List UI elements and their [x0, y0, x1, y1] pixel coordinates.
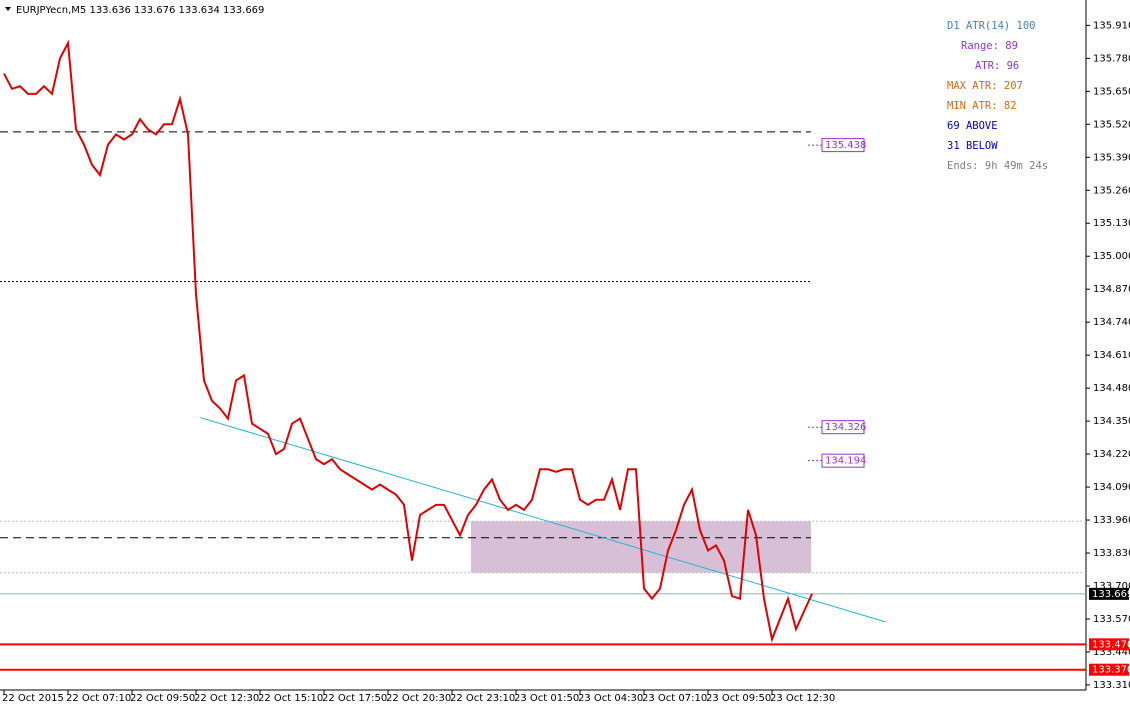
x-tick-label: 22 Oct 23:10	[450, 693, 515, 704]
trendline	[199, 417, 886, 623]
x-tick-label: 22 Oct 15:10	[258, 693, 323, 704]
price-tag-label: 134.326	[825, 422, 866, 433]
x-tick-label: 23 Oct 04:30	[578, 693, 643, 704]
price-tag-label: 134.194	[825, 456, 866, 467]
price-tag-box	[821, 453, 865, 468]
atr-annotation: Ends: 9h 49m 24s	[947, 160, 1048, 172]
atr-annotation: MIN ATR: 82	[947, 100, 1017, 112]
atr-annotation: MAX ATR: 207	[947, 80, 1023, 92]
x-tick-label: 23 Oct 12:30	[770, 693, 835, 704]
current-price-tag	[1089, 587, 1129, 600]
atr-annotation: 31 BELOW	[947, 140, 998, 152]
x-tick-label: 22 Oct 09:50	[130, 693, 195, 704]
x-tick-label: 23 Oct 01:50	[514, 693, 579, 704]
x-tick-label: 22 Oct 07:10	[66, 693, 131, 704]
current-price-label: 133.669	[1092, 589, 1130, 600]
y-tick-label: 135.650	[1093, 86, 1130, 97]
y-tick-label: 135.000	[1093, 251, 1130, 262]
atr-annotation: 69 ABOVE	[947, 120, 998, 132]
level-label: 133.470	[1092, 639, 1130, 650]
y-tick-label: 134.740	[1093, 317, 1130, 328]
y-tick-label: 133.960	[1093, 515, 1130, 526]
y-tick-label: 133.570	[1093, 614, 1130, 625]
y-tick-label: 133.830	[1093, 548, 1130, 559]
x-tick-label: 23 Oct 07:10	[642, 693, 707, 704]
y-tick-label: 133.310	[1093, 680, 1130, 691]
x-tick-label: 22 Oct 20:30	[386, 693, 451, 704]
level-label: 133.370	[1092, 665, 1130, 676]
level-tag	[1089, 663, 1129, 676]
atr-annotation: D1 ATR(14) 100	[947, 20, 1036, 32]
y-tick-label: 134.220	[1093, 449, 1130, 460]
x-tick-label: 23 Oct 09:50	[706, 693, 771, 704]
price-line	[3, 39, 813, 643]
level-tag	[1089, 638, 1129, 651]
menu-arrow[interactable]	[5, 7, 11, 11]
y-tick-label: 133.700	[1093, 581, 1130, 592]
y-tick-label: 134.480	[1093, 383, 1130, 394]
y-tick-label: 134.350	[1093, 416, 1130, 427]
y-tick-label: 135.520	[1093, 119, 1130, 130]
atr-annotation: ATR: 96	[975, 60, 1019, 72]
y-tick-label: 134.870	[1093, 284, 1130, 295]
y-tick-label: 134.610	[1093, 350, 1130, 361]
price-tag-box	[821, 138, 865, 153]
y-tick-label: 135.390	[1093, 152, 1130, 163]
y-tick-label: 134.090	[1093, 482, 1130, 493]
price-tag-label: 135.438	[825, 140, 866, 151]
y-tick-label: 133.440	[1093, 647, 1130, 658]
x-tick-label: 22 Oct 17:50	[322, 693, 387, 704]
price-tag-box	[821, 420, 865, 435]
atr-annotation: Range: 89	[961, 40, 1018, 52]
chart-title: EURJPYecn,M5 133.636 133.676 133.634 133…	[16, 5, 264, 16]
x-tick-label: 22 Oct 2015	[2, 693, 64, 704]
y-tick-label: 135.780	[1093, 53, 1130, 64]
y-tick-label: 135.910	[1093, 20, 1130, 31]
x-tick-label: 22 Oct 12:30	[194, 693, 259, 704]
y-tick-label: 135.130	[1093, 218, 1130, 229]
y-tick-label: 135.260	[1093, 185, 1130, 196]
